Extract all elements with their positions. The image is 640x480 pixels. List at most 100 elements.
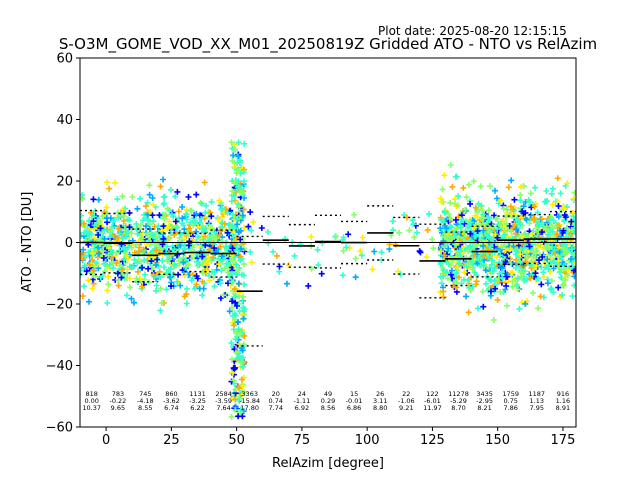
data-point <box>211 245 218 252</box>
data-point <box>484 232 491 239</box>
data-point <box>473 233 479 240</box>
data-point <box>440 267 447 274</box>
data-point <box>229 158 236 165</box>
data-point <box>500 205 507 212</box>
data-point <box>108 247 115 254</box>
data-point <box>517 192 524 199</box>
data-point <box>223 260 230 267</box>
data-point <box>554 231 561 238</box>
data-point <box>108 254 115 261</box>
data-point <box>236 203 243 210</box>
bin-mean-label: -0.01 <box>346 397 363 405</box>
data-point <box>203 267 210 274</box>
data-point <box>568 218 575 225</box>
data-point <box>453 225 460 232</box>
data-point <box>208 213 215 220</box>
data-point <box>158 300 165 306</box>
data-point <box>568 256 574 262</box>
data-point <box>451 229 458 236</box>
data-point <box>517 269 524 276</box>
data-point <box>106 185 113 192</box>
bin-mean-label: 1.13 <box>530 397 544 405</box>
data-point <box>555 213 562 220</box>
data-point <box>216 232 223 239</box>
x-tick-label: 150 <box>485 433 510 448</box>
y-tick-label: 20 <box>56 175 73 190</box>
data-point <box>115 282 122 289</box>
data-point <box>417 249 424 256</box>
data-point <box>284 280 290 287</box>
data-point <box>198 200 205 207</box>
data-point <box>176 234 183 241</box>
data-point <box>193 191 200 198</box>
data-point <box>230 377 237 384</box>
data-point <box>95 196 102 203</box>
bin-count-label: 22 <box>402 390 410 398</box>
bin-count-label: 1131 <box>189 390 206 398</box>
data-point <box>114 196 121 203</box>
data-point <box>228 340 235 346</box>
data-point <box>467 287 474 293</box>
data-point <box>492 187 498 194</box>
data-point <box>90 196 97 203</box>
data-point <box>487 277 494 284</box>
data-point <box>234 355 241 362</box>
data-point <box>141 257 148 264</box>
data-point <box>467 230 474 237</box>
bin-std-label: 10.37 <box>82 404 101 412</box>
data-point <box>217 243 224 250</box>
data-point <box>116 247 123 254</box>
data-point <box>503 283 510 290</box>
data-point <box>529 230 536 237</box>
data-point <box>131 256 138 263</box>
data-point <box>233 215 240 222</box>
bin-count-label: 916 <box>557 390 569 398</box>
data-point <box>502 231 508 238</box>
data-point <box>446 233 453 240</box>
data-point <box>454 202 461 209</box>
data-point <box>494 254 500 260</box>
data-point <box>182 272 188 279</box>
data-point <box>519 299 526 306</box>
data-point <box>410 221 417 228</box>
data-point <box>230 152 237 159</box>
data-point <box>538 281 545 288</box>
data-point <box>562 277 569 283</box>
data-point <box>189 244 196 251</box>
data-point <box>452 196 458 203</box>
data-point <box>238 359 245 366</box>
data-point <box>441 252 448 259</box>
data-point <box>142 203 149 210</box>
data-point <box>235 280 242 287</box>
data-point <box>195 233 201 240</box>
data-point <box>492 285 499 292</box>
data-point <box>533 218 540 225</box>
x-tick-label: 100 <box>355 433 380 448</box>
data-point <box>232 386 239 393</box>
data-point <box>228 198 235 205</box>
data-point <box>359 234 366 241</box>
data-point <box>511 222 518 229</box>
data-point <box>549 228 556 235</box>
data-point <box>497 197 504 204</box>
data-point <box>473 278 480 285</box>
data-point <box>248 227 255 234</box>
data-point <box>220 292 227 299</box>
bin-count-label: 20 <box>272 390 280 398</box>
data-point <box>160 235 167 242</box>
x-tick-label: 0 <box>102 433 110 448</box>
axes: 0 25 50 75 100 125 150 175 −60 −40 −20 0 20 40 60 <box>46 52 577 448</box>
data-point <box>241 224 248 231</box>
data-point <box>245 223 252 230</box>
data-point <box>237 406 244 413</box>
data-point <box>194 275 201 282</box>
y-tick-label: 0 <box>65 236 73 251</box>
data-point <box>123 292 130 299</box>
data-point <box>167 274 173 281</box>
data-point <box>164 205 171 212</box>
data-point <box>201 179 208 186</box>
data-point <box>183 216 190 223</box>
data-point <box>172 218 179 225</box>
data-point <box>548 190 555 197</box>
data-point <box>437 225 444 232</box>
